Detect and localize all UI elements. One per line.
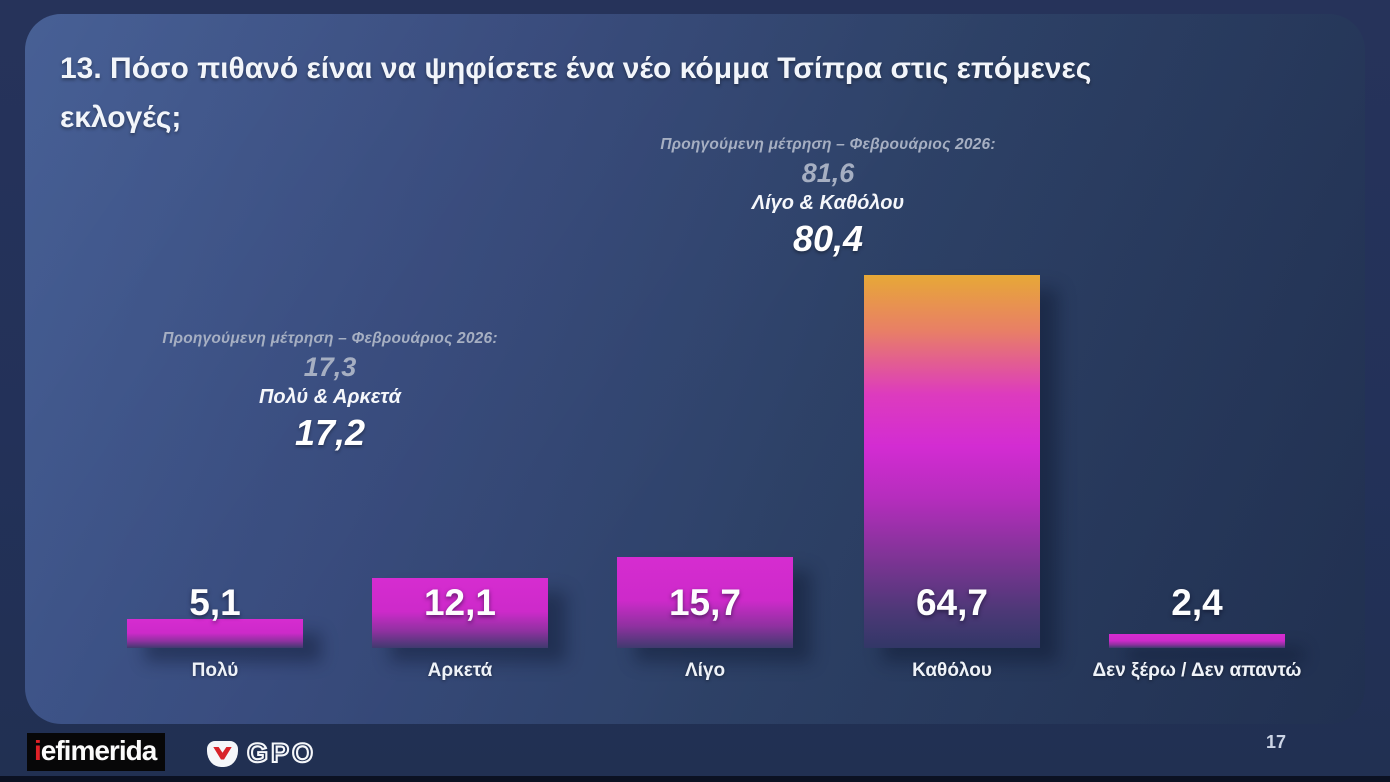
- bar-group-ligo: 15,7 Λίγο: [617, 0, 793, 681]
- bar-ligo: [617, 557, 793, 648]
- slide-title-line2: εκλογές;: [60, 101, 182, 134]
- annotation-previous-value: 81,6: [801, 158, 855, 188]
- bar-value-label: 2,4: [1171, 582, 1223, 623]
- annotation-group-label: Πολύ & Αρκετά: [259, 386, 401, 408]
- bar-value-label: 5,1: [189, 582, 241, 623]
- annotation-group-label: Λίγο & Καθόλου: [751, 192, 905, 214]
- category-label: Πολύ: [191, 660, 239, 681]
- slide-title-line1: 13. Πόσο πιθανό είναι να ψηφίσετε ένα νέ…: [60, 52, 1092, 85]
- bar-value-label: 64,7: [915, 582, 988, 623]
- annotation-ligo-katholou: Προηγούμενη μέτρηση – Φεβρουάριος 2026: …: [628, 136, 1028, 260]
- bar-arketa: [372, 578, 548, 648]
- category-label: Δεν ξέρω / Δεν απαντώ: [1092, 660, 1302, 681]
- slide-title: 13. Πόσο πιθανό είναι να ψηφίσετε ένα νέ…: [60, 44, 1350, 142]
- bar-group-poly: 5,1 Πολύ: [127, 0, 303, 681]
- bar-group-arketa: 12,1 Αρκετά: [372, 0, 548, 681]
- page-number: 17: [1266, 732, 1287, 752]
- iefimerida-logo: iefimerida: [27, 733, 166, 771]
- bar-value-label: 15,7: [668, 582, 741, 623]
- bar-den-xero: [1109, 634, 1285, 648]
- bottom-strip: [0, 776, 1390, 782]
- annotation-current-value: 80,4: [792, 218, 864, 259]
- bar-value-label: 12,1: [423, 582, 496, 623]
- annotation-intro: Προηγούμενη μέτρηση – Φεβρουάριος 2026:: [162, 330, 498, 347]
- annotation-intro: Προηγούμενη μέτρηση – Φεβρουάριος 2026:: [660, 136, 996, 153]
- category-label: Καθόλου: [912, 660, 992, 681]
- iefimerida-logo-i: i: [34, 735, 42, 766]
- bar-poly: [127, 619, 303, 648]
- iefimerida-logo-text: efimerida: [40, 735, 157, 766]
- gpo-logo: GPO: [207, 737, 317, 769]
- bar-katholou: [864, 275, 1040, 648]
- bar-group-den-xero: 2,4 Δεν ξέρω / Δεν απαντώ: [1093, 0, 1302, 681]
- slide-panel: [25, 14, 1365, 724]
- annotation-current-value: 17,2: [294, 412, 366, 453]
- annotation-previous-value: 17,3: [303, 352, 357, 382]
- category-label: Αρκετά: [427, 660, 493, 681]
- gpo-logo-text: GPO: [246, 737, 317, 769]
- bar-group-katholou: 64,7 Καθόλου: [864, 0, 1040, 681]
- category-label: Λίγο: [684, 660, 726, 681]
- gpo-check-icon: [207, 740, 238, 767]
- annotation-poly-arketa: Προηγούμενη μέτρηση – Φεβρουάριος 2026: …: [130, 330, 530, 454]
